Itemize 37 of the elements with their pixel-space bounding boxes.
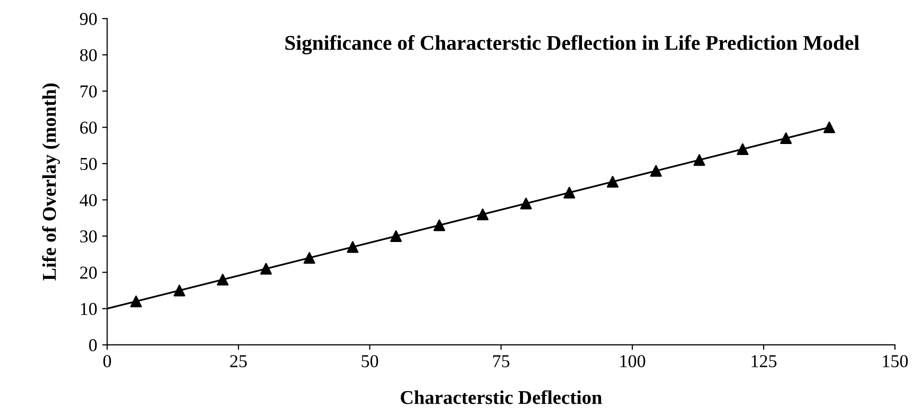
point: [130, 296, 142, 308]
x-tick-label: 75: [493, 355, 510, 368]
point: [520, 198, 532, 210]
point: [390, 230, 402, 242]
x-tick-label: 125: [752, 355, 776, 368]
x-tick-label: 25: [230, 355, 247, 368]
y-axis-title: Life of Overlay (month): [42, 83, 60, 280]
point: [260, 262, 272, 275]
y-tick-label: 70: [80, 85, 97, 98]
point: [736, 143, 748, 155]
y-tick-label: 10: [80, 302, 97, 316]
y-tick-label: 60: [80, 122, 97, 134]
x-axis-title: Characterstic Deflection: [400, 390, 602, 404]
point: [174, 284, 186, 296]
point: [693, 154, 706, 166]
y-tick-label: 80: [80, 49, 97, 62]
text: Significance of Characterstic Deflection in Life Prediction Model: [285, 35, 860, 54]
y-tick-label: 40: [80, 194, 97, 206]
y-tick-label: 20: [80, 266, 97, 279]
x-tick-label: 100: [620, 355, 646, 368]
x-tick-label: 150: [882, 355, 908, 368]
point: [346, 241, 359, 253]
y-tick-label: 90: [80, 12, 97, 26]
point: [304, 252, 316, 264]
point: [216, 274, 229, 286]
point: [823, 121, 836, 134]
y-tick-label: 50: [80, 158, 97, 170]
point: [476, 208, 489, 220]
point: [650, 165, 662, 177]
point: [780, 132, 792, 144]
x-tick-label: 0: [103, 355, 111, 368]
x-tick-label: 50: [362, 355, 378, 368]
y-tick-label: 30: [80, 230, 97, 243]
point: [606, 176, 618, 188]
point: [563, 186, 576, 198]
point: [434, 219, 446, 232]
y-tick-label: 0: [89, 339, 97, 352]
